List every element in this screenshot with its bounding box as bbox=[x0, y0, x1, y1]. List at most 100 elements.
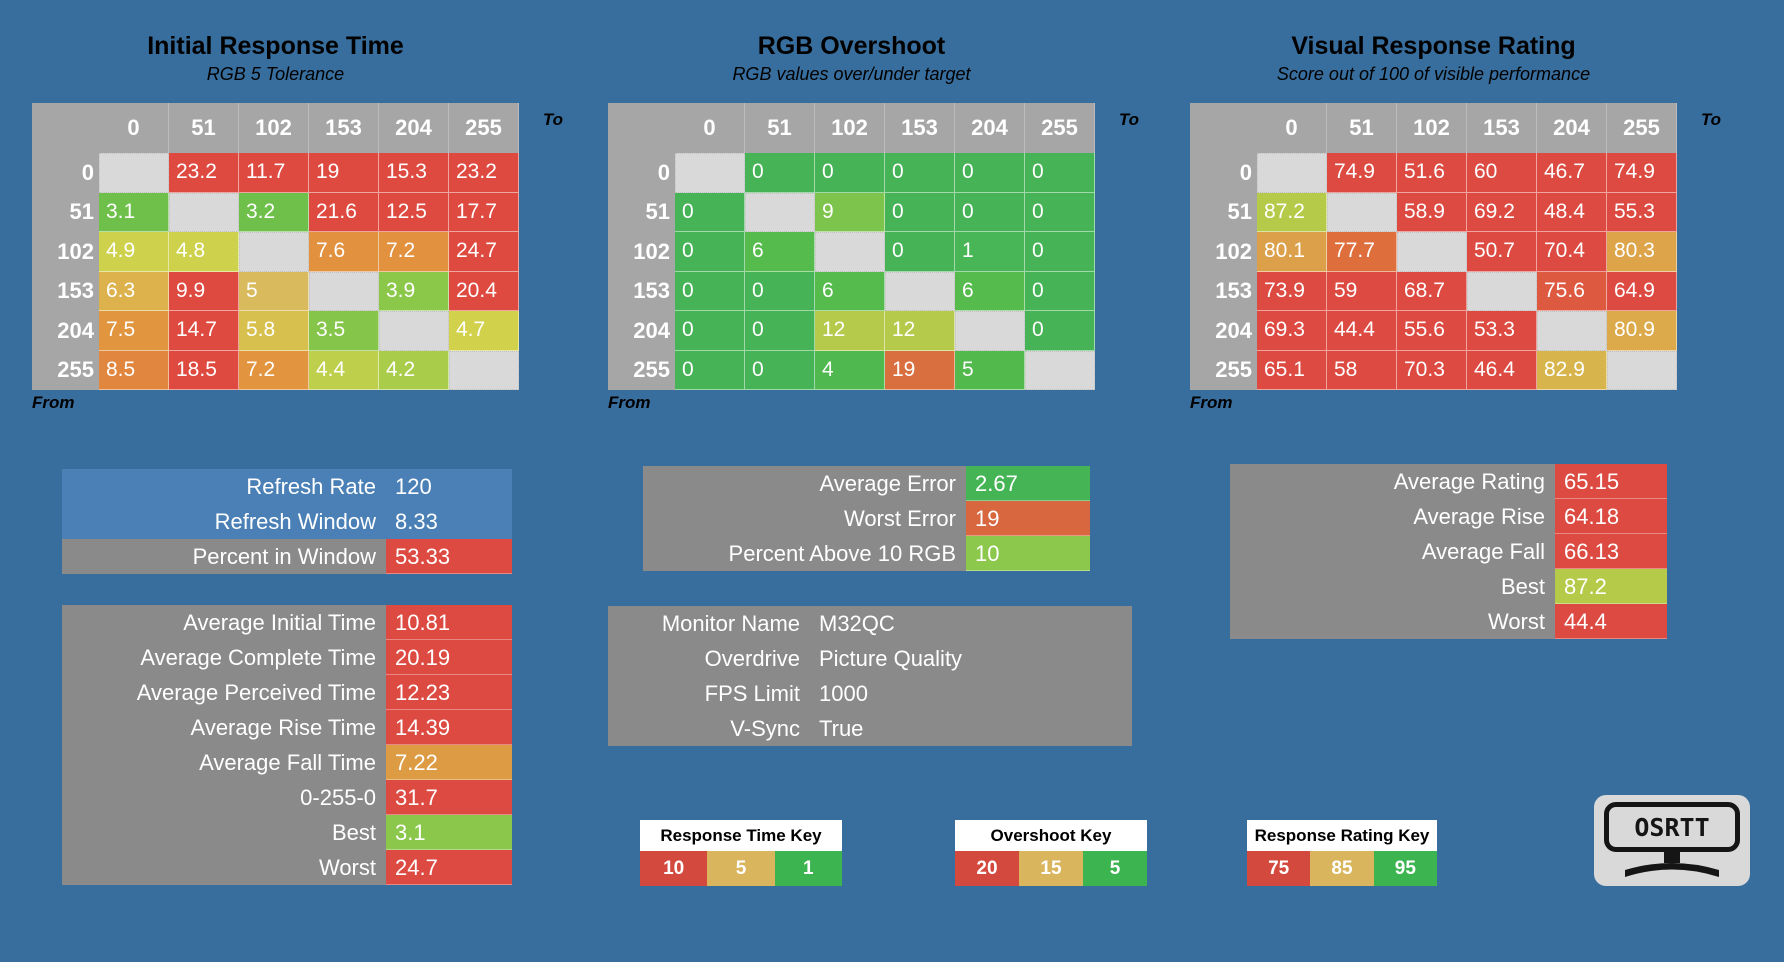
heatmap-cell: 21.6 bbox=[309, 192, 379, 232]
heatmap-cell: 12.5 bbox=[379, 192, 449, 232]
heatmap-row-header: 153 bbox=[32, 271, 99, 311]
heatmap-cell: 9 bbox=[815, 192, 885, 232]
heatmap-diagonal-cell bbox=[955, 311, 1025, 351]
heatmap-cell: 55.6 bbox=[1397, 311, 1467, 351]
summary-row: Average Perceived Time 12.23 bbox=[62, 675, 512, 710]
heatmap-col-header: 153 bbox=[309, 103, 379, 153]
heatmap-cell: 51.6 bbox=[1397, 153, 1467, 193]
axis-label-from: From bbox=[608, 393, 651, 412]
heatmap-diagonal-cell bbox=[309, 271, 379, 311]
heatmap-cell: 6 bbox=[745, 232, 815, 272]
heatmap-cell: 46.7 bbox=[1537, 153, 1607, 193]
heatmap-cell: 18.5 bbox=[169, 350, 239, 390]
summary-label: Percent Above 10 RGB bbox=[728, 541, 956, 566]
monitor-stand-icon bbox=[1625, 851, 1719, 877]
heatmap-col-header: 51 bbox=[169, 103, 239, 153]
heatmap-cell: 80.9 bbox=[1607, 311, 1677, 351]
summary-value: 64.18 bbox=[1555, 499, 1667, 534]
key-cell: 20 bbox=[955, 851, 1019, 886]
key-title: Response Rating Key bbox=[1247, 820, 1437, 851]
key-cell: 10 bbox=[640, 851, 708, 886]
heatmap-cell: 23.2 bbox=[449, 153, 519, 193]
logo-text: OSRTT bbox=[1634, 812, 1710, 842]
heatmap-cell: 59 bbox=[1327, 271, 1397, 311]
summary-label: Overdrive bbox=[704, 646, 800, 671]
heatmap-diagonal-cell bbox=[1327, 192, 1397, 232]
key-scale: 10 5 1 bbox=[640, 851, 842, 886]
chart-subtitle: RGB 5 Tolerance bbox=[206, 64, 345, 84]
summary-row: Best 3.1 bbox=[62, 815, 512, 850]
heatmap-cell: 15.3 bbox=[379, 153, 449, 193]
heatmap-diagonal-cell bbox=[1607, 350, 1677, 390]
response-time-key: Response Time Key 10 5 1 bbox=[640, 820, 842, 886]
summary-label: Average Rise bbox=[1413, 504, 1545, 529]
heatmap-cell: 0 bbox=[745, 153, 815, 193]
heatmap-cell: 19 bbox=[885, 350, 955, 390]
heatmap-cell: 0 bbox=[955, 192, 1025, 232]
heatmap-cell: 6 bbox=[955, 271, 1025, 311]
heatmap-col-header: 255 bbox=[1025, 103, 1095, 153]
summary-value: 14.39 bbox=[386, 710, 512, 745]
key-cell: 15 bbox=[1019, 851, 1083, 886]
summary-row: Average Rating 65.15 bbox=[1230, 464, 1667, 499]
heatmap-cell: 4.4 bbox=[309, 350, 379, 390]
heatmap-cell: 68.7 bbox=[1397, 271, 1467, 311]
heatmap-row-header: 51 bbox=[1190, 192, 1257, 232]
overshoot-summary-panel: Average Error 2.67 Worst Error 19 Percent Ab… bbox=[643, 466, 1090, 571]
heatmap-cell: 46.4 bbox=[1467, 350, 1537, 390]
heatmap-cell: 5.8 bbox=[239, 311, 309, 351]
summary-row: Overdrive Picture Quality bbox=[608, 641, 1132, 676]
summary-value: 3.1 bbox=[386, 815, 512, 850]
summary-row: Percent Above 10 RGB 10 bbox=[643, 536, 1090, 571]
summary-value: 12.23 bbox=[386, 675, 512, 710]
heatmap-diagonal-cell bbox=[169, 192, 239, 232]
heatmap-cell: 17.7 bbox=[449, 192, 519, 232]
summary-row: Average Rise 64.18 bbox=[1230, 499, 1667, 534]
heatmap-cell: 20.4 bbox=[449, 271, 519, 311]
heatmap-diagonal-cell bbox=[815, 232, 885, 272]
key-cell: 5 bbox=[707, 851, 775, 886]
heatmap-cell: 0 bbox=[1025, 311, 1095, 351]
heatmap-col-header: 102 bbox=[239, 103, 309, 153]
heatmap-cell: 0 bbox=[1025, 271, 1095, 311]
heatmap-col-header: 153 bbox=[1467, 103, 1537, 153]
chart-title: Visual Response Rating bbox=[1291, 32, 1576, 60]
summary-value: 19 bbox=[966, 501, 1090, 536]
heatmap-col-header: 204 bbox=[379, 103, 449, 153]
chart-subtitle: Score out of 100 of visible performance bbox=[1276, 64, 1591, 84]
summary-label: Refresh Window bbox=[214, 509, 376, 534]
summary-value: 10.81 bbox=[386, 605, 512, 640]
heatmap-cell: 82.9 bbox=[1537, 350, 1607, 390]
heatmap-cell: 73.9 bbox=[1257, 271, 1327, 311]
heatmap-corner bbox=[32, 103, 99, 153]
axis-label-from: From bbox=[1190, 393, 1233, 412]
key-cell: 95 bbox=[1373, 851, 1437, 886]
heatmap-cell: 0 bbox=[745, 350, 815, 390]
heatmap-col-header: 102 bbox=[815, 103, 885, 153]
heatmap-cell: 4 bbox=[815, 350, 885, 390]
heatmap-cell: 53.3 bbox=[1467, 311, 1537, 351]
summary-label: Worst bbox=[318, 855, 376, 880]
response-rating-key: Response Rating Key 75 85 95 bbox=[1247, 820, 1437, 886]
heatmap-col-header: 51 bbox=[745, 103, 815, 153]
heatmap-cell: 6 bbox=[815, 271, 885, 311]
heatmap-cell: 0 bbox=[1025, 153, 1095, 193]
summary-row: Average Fall 66.13 bbox=[1230, 534, 1667, 569]
key-cell: 5 bbox=[1083, 851, 1147, 886]
heatmap-row-header: 255 bbox=[32, 350, 99, 390]
key-cell: 85 bbox=[1310, 851, 1374, 886]
heatmap-row-header: 204 bbox=[32, 311, 99, 351]
heatmap-diagonal-cell bbox=[675, 153, 745, 193]
key-cell: 1 bbox=[774, 851, 842, 886]
heatmap-cell: 4.9 bbox=[99, 232, 169, 272]
heatmap-cell: 0 bbox=[675, 232, 745, 272]
heatmap-row-header: 204 bbox=[1190, 311, 1257, 351]
heatmap-cell: 80.3 bbox=[1607, 232, 1677, 272]
heatmap-cell: 87.2 bbox=[1257, 192, 1327, 232]
chart-subtitle: RGB values over/under target bbox=[732, 64, 971, 84]
heatmap-cell: 0 bbox=[885, 232, 955, 272]
heatmap-cell: 4.7 bbox=[449, 311, 519, 351]
summary-row: Worst 24.7 bbox=[62, 850, 512, 885]
heatmap-cell: 50.7 bbox=[1467, 232, 1537, 272]
